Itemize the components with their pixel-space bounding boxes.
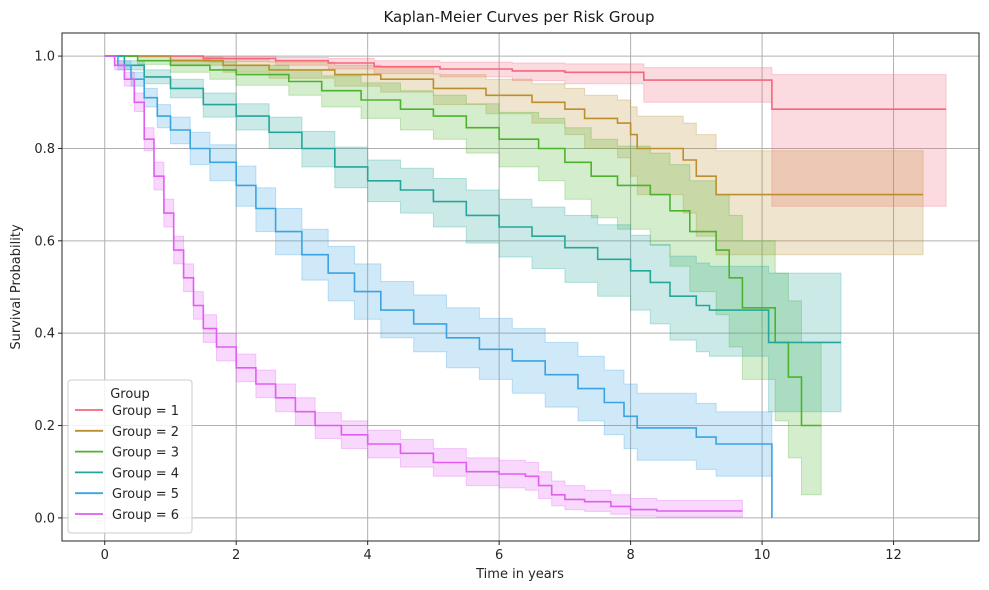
plot-frame <box>61 32 980 542</box>
survival-curve-group-5 <box>104 55 773 518</box>
y-tick-label: 1.0 <box>34 50 55 65</box>
y-tick-label: 0.6 <box>34 234 55 249</box>
ci-band-group-2 <box>104 55 924 256</box>
axis-ticks: 0 2 4 6 8 10 12 0.0 0.2 0.4 0.6 0.8 1.0 <box>34 50 902 563</box>
x-tick-label: 10 <box>754 548 771 563</box>
survival-curves <box>104 55 947 518</box>
y-tick-label: 0.0 <box>34 511 55 526</box>
legend-entries: Group = 1 Group = 2 Group = 3 Group = 4 Grou… <box>75 404 179 523</box>
x-axis-label: Time in years <box>475 567 564 582</box>
x-tick-label: 0 <box>101 548 109 563</box>
legend-box <box>67 379 193 534</box>
x-tick-label: 12 <box>885 548 902 563</box>
survival-curve-group-6 <box>104 55 743 512</box>
y-axis-label: Survival Probability <box>9 224 24 350</box>
chart-title: Kaplan-Meier Curves per Risk Group <box>383 8 654 26</box>
x-tick-label: 6 <box>495 548 503 563</box>
survival-curve-group-3 <box>104 55 822 427</box>
y-tick-label: 0.8 <box>34 142 55 157</box>
legend-title: Group <box>110 387 150 402</box>
y-tick-label: 0.4 <box>34 327 55 342</box>
legend-label-group-2: Group = 2 <box>112 425 179 440</box>
survival-curve-group-4 <box>104 55 841 344</box>
legend-label-group-5: Group = 5 <box>112 487 179 502</box>
legend-label-group-4: Group = 4 <box>112 466 179 481</box>
survival-curve-group-2 <box>104 55 924 196</box>
x-tick-label: 4 <box>364 548 372 563</box>
legend-label-group-3: Group = 3 <box>112 446 179 461</box>
ci-band-group-1 <box>104 55 947 207</box>
x-tick-label: 2 <box>232 548 240 563</box>
survival-curve-group-1 <box>104 55 947 110</box>
ci-band-group-6 <box>104 55 743 518</box>
x-tick-label: 8 <box>626 548 634 563</box>
ci-band-group-3 <box>104 55 822 496</box>
legend-label-group-6: Group = 6 <box>112 508 179 523</box>
grid-lines <box>62 33 979 541</box>
legend-label-group-1: Group = 1 <box>112 404 179 419</box>
y-tick-label: 0.2 <box>34 419 55 434</box>
